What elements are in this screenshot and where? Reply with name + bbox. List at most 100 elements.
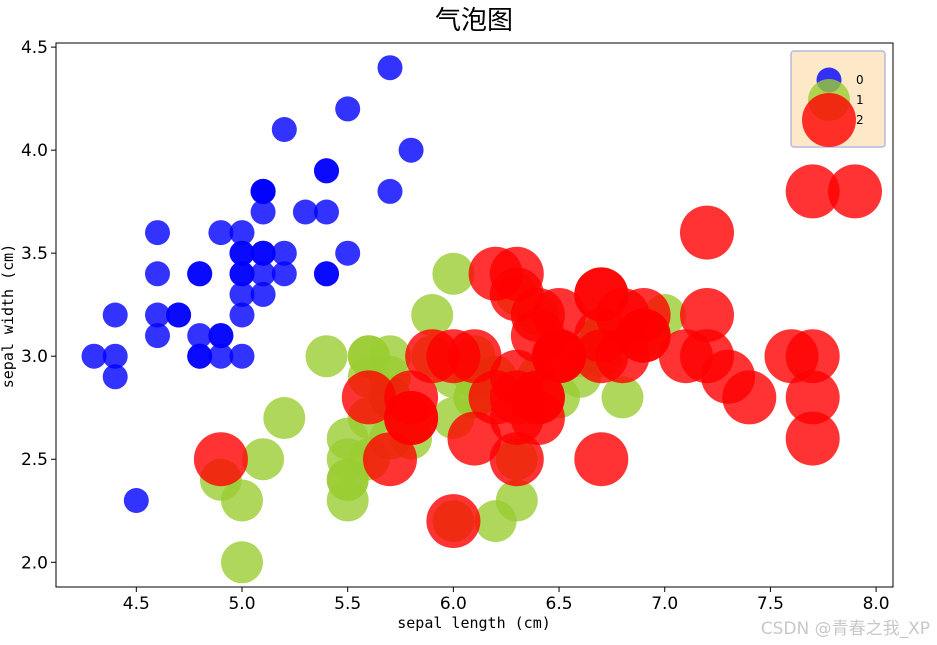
bubble-point xyxy=(229,302,255,328)
bubble-point xyxy=(314,199,339,225)
bubble-point xyxy=(785,164,840,219)
bubble-point xyxy=(102,364,128,390)
x-tick-label: 5.5 xyxy=(334,594,361,614)
x-tick-label: 5.0 xyxy=(228,594,255,614)
bubble-point xyxy=(250,281,276,307)
bubble-point xyxy=(145,261,170,287)
bubble-point xyxy=(292,199,318,225)
bubble-point xyxy=(81,343,107,369)
plot-frame xyxy=(55,42,894,588)
y-tick-label: 3.5 xyxy=(21,244,48,264)
bubble-point xyxy=(828,164,882,219)
bubble-point xyxy=(123,488,149,513)
bubble-point xyxy=(250,240,276,266)
y-tick-label: 2.5 xyxy=(21,450,48,470)
bubble-point xyxy=(785,370,840,425)
bubble-point xyxy=(193,432,248,487)
bubble-point xyxy=(263,397,306,439)
bubble-point xyxy=(363,432,417,487)
bubble-point xyxy=(341,370,396,425)
bubble-point xyxy=(398,137,424,163)
x-tick-label: 4.5 xyxy=(123,594,150,614)
y-tick-label: 3.0 xyxy=(21,347,48,367)
bubble-point xyxy=(271,261,297,287)
bubble-point xyxy=(411,294,454,336)
watermark: CSDN @青春之我_XP xyxy=(761,619,930,639)
bubble-point xyxy=(229,343,255,369)
bubble-point xyxy=(314,261,339,287)
legend-marker-2 xyxy=(802,93,856,147)
bubble-point xyxy=(271,240,297,266)
bubble-point xyxy=(680,205,734,260)
bubble-point xyxy=(250,261,276,287)
bubble-point xyxy=(208,343,234,369)
bubble-point xyxy=(229,240,255,266)
bubble-point xyxy=(601,376,644,419)
x-axis: 4.5 5.0 5.5 6.0 6.5 7.0 7.5 8.0 xyxy=(123,587,890,614)
legend: 0 1 2 xyxy=(790,50,886,148)
legend-label-0: 0 xyxy=(856,73,864,87)
bubble-point xyxy=(250,199,276,225)
bubble-point xyxy=(187,343,213,369)
bubble-point xyxy=(426,494,481,549)
bubble-point xyxy=(271,117,297,142)
bubble-point xyxy=(335,240,361,266)
bubble-point xyxy=(574,432,629,487)
series-2 xyxy=(193,164,882,549)
bubble-point xyxy=(468,246,523,301)
bubble-point xyxy=(102,302,128,328)
y-tick-label: 4.0 xyxy=(21,141,48,161)
bubble-point xyxy=(377,178,403,204)
bubble-point xyxy=(722,370,777,425)
bubble-point xyxy=(489,370,544,425)
bubble-point xyxy=(405,329,460,384)
x-axis-label: sepal length (cm) xyxy=(397,614,551,632)
x-tick-label: 6.0 xyxy=(440,594,467,614)
bubble-point xyxy=(145,323,170,349)
bubble-point xyxy=(229,261,255,287)
x-tick-label: 6.5 xyxy=(546,594,573,614)
bubble-point xyxy=(785,411,840,466)
bubble-point xyxy=(785,329,840,384)
bubble-point xyxy=(242,438,285,481)
series-0 xyxy=(81,55,424,513)
plot-area xyxy=(81,55,882,584)
legend-label-1: 1 xyxy=(856,93,864,107)
bubble-point xyxy=(187,323,213,349)
bubble-point xyxy=(532,329,586,384)
bubble-point xyxy=(495,479,538,522)
bubble-point xyxy=(384,391,439,445)
bubble-point xyxy=(229,281,255,307)
bubble-point xyxy=(377,55,403,81)
chart-title: 气泡图 xyxy=(435,6,513,36)
bubble-point xyxy=(335,96,361,122)
bubble-point xyxy=(305,335,348,378)
bubble-point xyxy=(166,302,192,328)
x-tick-label: 8.0 xyxy=(863,594,890,614)
bubble-point xyxy=(145,302,170,328)
bubble-point xyxy=(145,220,170,246)
x-tick-label: 7.0 xyxy=(651,594,678,614)
y-tick-label: 2.0 xyxy=(21,553,48,573)
bubble-point xyxy=(221,541,263,584)
bubble-point xyxy=(447,411,502,466)
bubble-point xyxy=(680,329,734,384)
bubble-point xyxy=(208,323,234,349)
bubble-point xyxy=(574,329,629,384)
bubble-point xyxy=(208,220,234,246)
legend-label-2: 2 xyxy=(856,113,864,127)
bubble-point xyxy=(221,479,263,522)
y-axis: 2.0 2.5 3.0 3.5 4.0 4.5 xyxy=(21,38,56,573)
y-axis-label: sepal width (cm) xyxy=(0,244,17,389)
bubble-point xyxy=(187,261,213,287)
y-tick-label: 4.5 xyxy=(21,38,48,58)
bubble-point xyxy=(680,288,734,342)
bubble-point xyxy=(250,178,276,204)
bubble-point xyxy=(229,220,255,246)
bubble-point xyxy=(432,252,475,295)
x-tick-label: 7.5 xyxy=(757,594,784,614)
bubble-point xyxy=(574,267,629,322)
bubble-point xyxy=(489,432,544,487)
bubble-point xyxy=(102,343,128,369)
